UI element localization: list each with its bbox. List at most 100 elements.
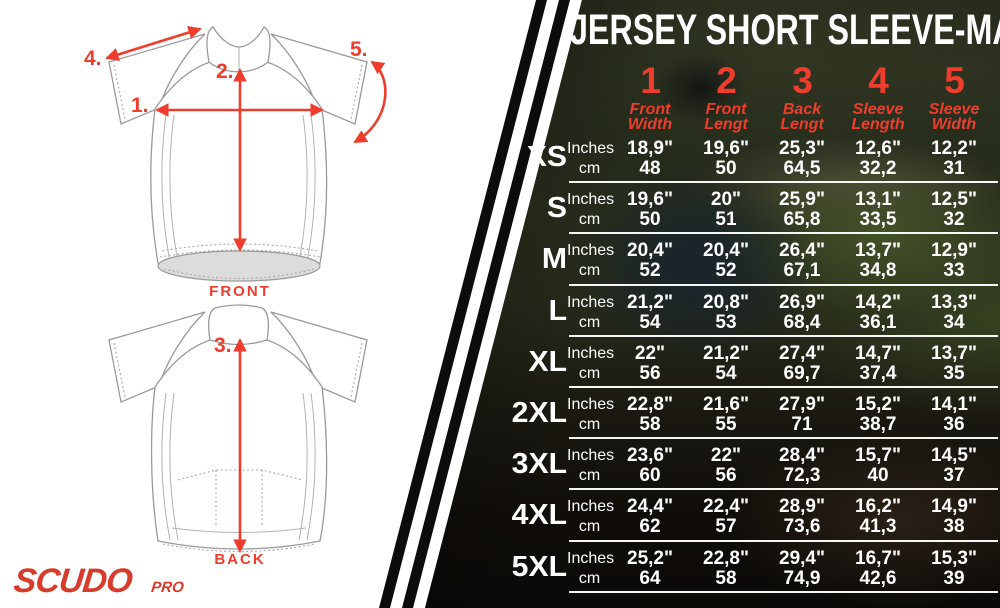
value-inches: 27,4": [779, 342, 825, 364]
size-label: XL: [528, 345, 567, 378]
column-label: Sleeve Length: [840, 102, 916, 133]
value-cm: 33: [943, 260, 965, 282]
column-header-2: 2 Front Lengt: [688, 62, 764, 133]
column-label-line: Lengt: [780, 116, 824, 133]
size-label: S: [546, 192, 567, 225]
front-view-label: FRONT: [209, 283, 271, 300]
measurement-cell: 13,1" 33,5: [840, 184, 916, 235]
measurement-cell: 22,4" 57: [688, 491, 764, 542]
table-row-s: S Inches cm 19,6" 50 20" 51 25,9" 65,8 13,1" 33,5 1…: [505, 184, 998, 235]
unit-inches-label: Inches: [567, 140, 615, 157]
measure-arrow-4: [105, 25, 202, 62]
row-separator: [569, 181, 998, 184]
value-cm: 37,4: [859, 362, 897, 384]
value-inches: 26,9": [779, 291, 825, 313]
marker-1: 1.: [131, 94, 149, 117]
value-cm: 50: [639, 209, 661, 231]
value-cm: 52: [715, 260, 737, 282]
column-label-line: Front: [705, 101, 747, 118]
measurement-cell: 20,4" 52: [688, 235, 764, 286]
size-label: 5XL: [511, 550, 567, 583]
value-cm: 42,6: [859, 567, 897, 589]
unit-inches-label: Inches: [567, 549, 615, 567]
value-cm: 54: [639, 311, 661, 333]
value-cm: 65,8: [783, 209, 821, 231]
unit-cm-label: cm: [578, 467, 601, 485]
measurement-cell: 22,8" 58: [612, 389, 688, 440]
row-separator: [569, 437, 998, 440]
value-inches: 12,9": [931, 240, 977, 262]
row-separator: [569, 590, 998, 593]
value-inches: 15,2": [855, 393, 901, 415]
value-inches: 23,6": [627, 445, 673, 467]
unit-inches-label: Inches: [567, 344, 615, 362]
value-cm: 64: [639, 567, 661, 589]
value-inches: 14,5": [931, 445, 977, 467]
table-row-m: M Inches cm 20,4" 52 20,4" 52 26,4" 67,1 13,7" 34,…: [505, 235, 998, 286]
value-inches: 21,6": [703, 393, 749, 415]
value-cm: 62: [639, 516, 661, 538]
unit-labels: Inches cm: [567, 389, 615, 440]
value-inches: 28,9": [779, 496, 825, 518]
back-left-sleeve: [108, 311, 206, 403]
value-cm: 38: [943, 516, 965, 538]
back-view-label: BACK: [214, 551, 265, 568]
measurement-cell: 20,8" 53: [688, 287, 764, 338]
value-cm: 71: [791, 413, 813, 435]
unit-cm-label: cm: [578, 262, 601, 280]
column-label: Front Lengt: [688, 101, 764, 133]
value-inches: 12,5": [931, 189, 977, 211]
size-table: XS Inches cm 18,9" 48 19,6" 50 25,3" 64,5 12,6" 32…: [505, 133, 998, 594]
unit-inches-label: Inches: [567, 242, 615, 260]
measurement-cell: 20,4" 52: [612, 235, 688, 286]
measurement-cell: 12,6" 32,2: [840, 133, 916, 184]
value-inches: 25,3": [779, 138, 825, 159]
value-cm: 39: [943, 567, 965, 589]
value-inches: 20,4": [627, 240, 673, 262]
value-cm: 51: [715, 209, 737, 231]
row-separator: [569, 283, 998, 286]
value-cm: 72,3: [783, 465, 821, 487]
value-cm: 52: [639, 260, 661, 282]
value-inches: 24,4": [627, 496, 673, 518]
value-cm: 58: [715, 567, 737, 589]
value-cm: 67,1: [783, 260, 821, 282]
marker-4: 4.: [84, 47, 102, 70]
table-row-4xl: 4XL Inches cm 24,4" 62 22,4" 57 28,9" 73,6 16,2" 4…: [505, 491, 998, 542]
value-inches: 22,8": [703, 547, 749, 569]
measurement-cell: 12,9" 33: [916, 235, 992, 286]
value-cm: 32: [943, 209, 965, 231]
unit-labels: Inches cm: [567, 235, 615, 286]
marker-5: 5.: [350, 38, 368, 61]
measurement-cell: 14,2" 36,1: [840, 287, 916, 338]
measurement-cell: 27,9" 71: [764, 389, 840, 440]
back-jersey-drawing: 3. BACK: [108, 304, 368, 568]
measurement-cell: 19,6" 50: [612, 184, 688, 235]
unit-inches-label: Inches: [567, 395, 615, 413]
measure-arrow-5: [353, 60, 387, 144]
unit-cm-label: cm: [578, 211, 601, 229]
value-inches: 20": [710, 189, 742, 211]
unit-cm-label: cm: [578, 364, 601, 382]
value-inches: 21,2": [703, 342, 749, 364]
value-cm: 56: [715, 465, 737, 487]
unit-cm-label: cm: [578, 569, 601, 587]
measurement-cell: 24,4" 62: [612, 491, 688, 542]
measurement-cell: 13,3" 34: [916, 287, 992, 338]
brand-logo-sub: PRO: [150, 579, 185, 596]
value-inches: 22": [634, 342, 666, 364]
value-cm: 74,9: [783, 567, 821, 589]
column-header-5: 5 Sleeve Width: [916, 62, 992, 133]
value-inches: 15,7": [855, 445, 901, 467]
value-inches: 15,3": [931, 547, 977, 569]
measurement-cell: 14,9" 38: [916, 491, 992, 542]
value-cm: 34,8: [859, 260, 897, 282]
measurement-cell: 14,5" 37: [916, 440, 992, 491]
value-cm: 38,7: [859, 413, 897, 435]
value-cm: 36,1: [859, 311, 897, 333]
value-cm: 58: [639, 413, 661, 435]
column-label-line: Width: [627, 116, 673, 133]
value-inches: 14,9": [931, 496, 977, 518]
unit-labels: Inches cm: [567, 338, 615, 389]
